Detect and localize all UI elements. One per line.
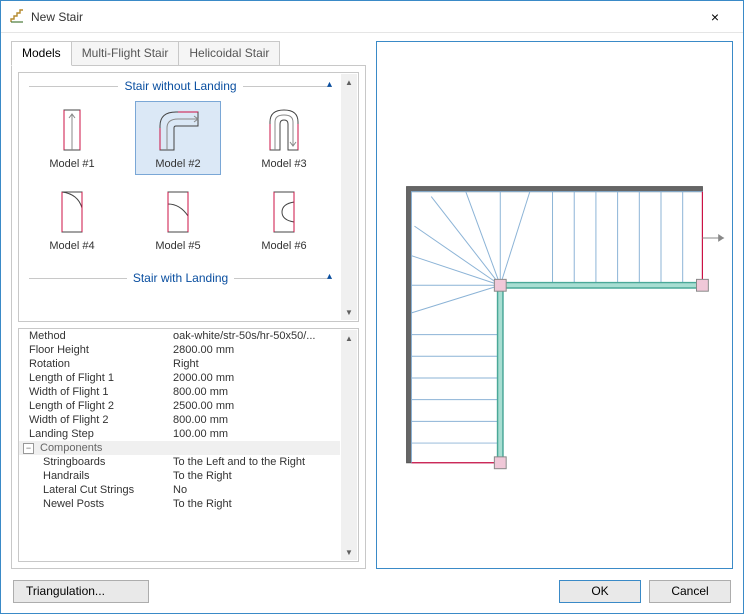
model-thumb	[148, 106, 208, 154]
titlebar: New Stair ×	[1, 1, 743, 33]
button-label: Triangulation...	[26, 584, 105, 598]
prop-key: Width of Flight 1	[23, 386, 173, 398]
prop-row[interactable]: Newel PostsTo the Right	[19, 497, 340, 511]
model-label: Model #4	[32, 240, 112, 252]
prop-key: Method	[23, 330, 173, 342]
prop-row[interactable]: Landing Step100.00 mm	[19, 427, 340, 441]
collapse-icon: −	[23, 443, 34, 454]
prop-key: Handrails	[23, 470, 173, 482]
model-item-1[interactable]: Model #1	[29, 101, 115, 175]
prop-row[interactable]: Width of Flight 2800.00 mm	[19, 413, 340, 427]
tab-content: Stair without Landing ▴	[11, 65, 366, 569]
cancel-button[interactable]: Cancel	[649, 580, 731, 603]
group-label: Components	[40, 442, 102, 454]
left-pane: Models Multi-Flight Stair Helicoidal Sta…	[11, 41, 366, 569]
prop-row[interactable]: HandrailsTo the Right	[19, 469, 340, 483]
scroll-up-icon: ▲	[341, 330, 357, 346]
model-thumb	[148, 188, 208, 236]
prop-val: 2000.00 mm	[173, 372, 336, 384]
scroll-up-icon: ▲	[341, 74, 357, 90]
preview-canvas	[376, 41, 733, 569]
dialog-footer: Triangulation... OK Cancel	[1, 569, 743, 613]
tab-label: Helicoidal Stair	[189, 46, 269, 60]
model-label: Model #6	[244, 240, 324, 252]
button-label: OK	[591, 584, 608, 598]
tab-helicoidal[interactable]: Helicoidal Stair	[178, 41, 280, 65]
tab-multiflight[interactable]: Multi-Flight Stair	[71, 41, 180, 65]
model-thumb	[42, 106, 102, 154]
prop-val: oak-white/str-50s/hr-50x50/...	[173, 330, 336, 342]
prop-key: Newel Posts	[23, 498, 173, 510]
prop-val: 2800.00 mm	[173, 344, 336, 356]
section-title: Stair without Landing	[124, 79, 236, 93]
model-grid: Model #1 Model #2	[23, 99, 338, 259]
triangulation-button[interactable]: Triangulation...	[13, 580, 149, 603]
section-title: Stair with Landing	[133, 271, 228, 285]
model-thumb	[254, 188, 314, 236]
prop-key: Length of Flight 1	[23, 372, 173, 384]
close-button[interactable]: ×	[695, 2, 735, 32]
prop-val: Right	[173, 358, 336, 370]
prop-row[interactable]: StringboardsTo the Left and to the Right	[19, 455, 340, 469]
scrollbar[interactable]: ▲ ▼	[341, 330, 357, 560]
prop-row[interactable]: Length of Flight 12000.00 mm	[19, 371, 340, 385]
prop-row[interactable]: Lateral Cut StringsNo	[19, 483, 340, 497]
model-thumb	[254, 106, 314, 154]
model-item-6[interactable]: Model #6	[241, 183, 327, 257]
window-title: New Stair	[31, 10, 695, 24]
group-components[interactable]: − Components	[19, 441, 340, 455]
prop-val: To the Right	[173, 498, 336, 510]
prop-row[interactable]: Methodoak-white/str-50s/hr-50x50/...	[19, 329, 340, 343]
right-pane	[376, 41, 733, 569]
model-item-2[interactable]: Model #2	[135, 101, 221, 175]
model-thumb	[42, 188, 102, 236]
app-icon	[9, 9, 25, 25]
model-item-5[interactable]: Model #5	[135, 183, 221, 257]
tab-strip: Models Multi-Flight Stair Helicoidal Sta…	[11, 41, 366, 65]
prop-row[interactable]: Floor Height2800.00 mm	[19, 343, 340, 357]
dialog-window: New Stair × Models Multi-Flight Stair He…	[0, 0, 744, 614]
scrollbar[interactable]: ▲ ▼	[341, 74, 357, 320]
prop-key: Lateral Cut Strings	[23, 484, 173, 496]
prop-key: Floor Height	[23, 344, 173, 356]
close-icon: ×	[711, 9, 719, 25]
ok-button[interactable]: OK	[559, 580, 641, 603]
prop-key: Rotation	[23, 358, 173, 370]
tab-models[interactable]: Models	[11, 41, 72, 66]
tab-label: Multi-Flight Stair	[82, 46, 169, 60]
prop-val: 800.00 mm	[173, 386, 336, 398]
prop-key: Stringboards	[23, 456, 173, 468]
prop-row[interactable]: Length of Flight 22500.00 mm	[19, 399, 340, 413]
chevron-up-icon: ▴	[327, 79, 332, 90]
models-panel: Stair without Landing ▴	[18, 72, 359, 322]
dialog-body: Models Multi-Flight Stair Helicoidal Sta…	[1, 33, 743, 569]
prop-row[interactable]: RotationRight	[19, 357, 340, 371]
prop-row[interactable]: Width of Flight 1800.00 mm	[19, 385, 340, 399]
prop-key: Landing Step	[23, 428, 173, 440]
prop-val: To the Left and to the Right	[173, 456, 336, 468]
prop-val: 800.00 mm	[173, 414, 336, 426]
model-label: Model #5	[138, 240, 218, 252]
model-label: Model #3	[244, 158, 324, 170]
prop-val: 100.00 mm	[173, 428, 336, 440]
prop-val: 2500.00 mm	[173, 400, 336, 412]
scroll-down-icon: ▼	[341, 544, 357, 560]
prop-key: Width of Flight 2	[23, 414, 173, 426]
model-item-3[interactable]: Model #3	[241, 101, 327, 175]
prop-val: To the Right	[173, 470, 336, 482]
stair-preview-svg	[377, 42, 732, 568]
prop-val: No	[173, 484, 336, 496]
section-without-landing[interactable]: Stair without Landing ▴	[23, 75, 338, 99]
chevron-up-icon: ▴	[327, 271, 332, 282]
properties-panel: Methodoak-white/str-50s/hr-50x50/... Flo…	[18, 328, 359, 562]
section-with-landing[interactable]: Stair with Landing ▴	[23, 267, 338, 291]
model-item-4[interactable]: Model #4	[29, 183, 115, 257]
prop-key: Length of Flight 2	[23, 400, 173, 412]
model-label: Model #1	[32, 158, 112, 170]
scroll-down-icon: ▼	[341, 304, 357, 320]
button-label: Cancel	[671, 584, 708, 598]
model-label: Model #2	[138, 158, 218, 170]
tab-label: Models	[22, 46, 61, 60]
